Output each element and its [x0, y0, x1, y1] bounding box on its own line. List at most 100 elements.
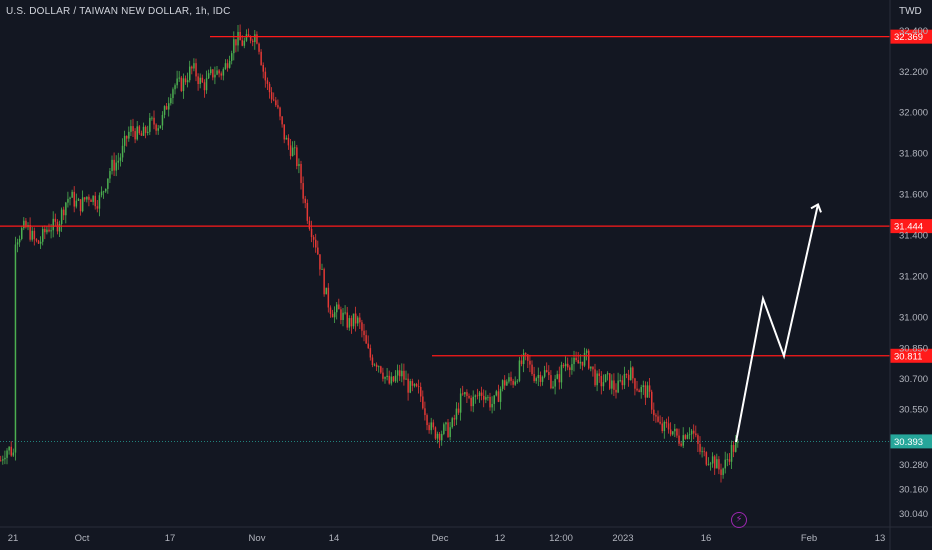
candle-body	[2, 459, 4, 461]
candle-body	[327, 287, 330, 308]
candle-body	[705, 452, 708, 465]
x-tick-label: 12	[495, 533, 506, 544]
candle-body	[594, 369, 596, 386]
y-tick-label: 31.400	[899, 231, 928, 242]
candle-body	[361, 322, 363, 331]
candle-body	[329, 307, 332, 314]
candle-body	[344, 312, 346, 314]
candle-body	[136, 126, 138, 140]
candle-body	[735, 442, 737, 452]
arrow-head	[810, 202, 822, 213]
candle-body	[0, 460, 2, 462]
candle-body	[340, 309, 342, 320]
candle-body	[218, 70, 220, 74]
candle-body	[518, 360, 521, 381]
candle-body	[117, 160, 120, 163]
candle-body	[52, 218, 54, 231]
candle-body	[203, 82, 206, 91]
candle-body	[256, 34, 258, 44]
candle-body	[172, 89, 174, 99]
candle-body	[296, 147, 298, 167]
candle-body	[260, 51, 262, 65]
candle-body	[90, 199, 92, 202]
candle-body	[363, 330, 365, 336]
candle-body	[128, 131, 130, 139]
candle-body	[243, 40, 246, 46]
y-tick-label: 30.160	[899, 485, 928, 496]
candle-body	[630, 367, 632, 381]
candle-body	[220, 73, 222, 76]
candle-body	[300, 164, 302, 184]
candle-body	[163, 106, 166, 115]
candle-body	[266, 80, 269, 84]
x-tick-label: 13	[875, 533, 886, 544]
candle-body	[701, 451, 703, 453]
candle-body	[478, 392, 481, 396]
candle-body	[535, 378, 537, 382]
candle-body	[567, 363, 569, 368]
level-label-bg	[890, 219, 932, 234]
candle-body	[373, 364, 376, 366]
candle-body	[596, 373, 598, 386]
candle-body	[35, 239, 38, 241]
candle-body	[552, 386, 554, 389]
candle-body	[184, 78, 187, 83]
candle-body	[634, 378, 636, 389]
level-label: 31.444	[894, 222, 923, 233]
candle-body	[575, 357, 577, 361]
candle-body	[88, 196, 90, 200]
candle-body	[648, 385, 651, 392]
x-tick-label: Feb	[801, 533, 817, 544]
candle-body	[718, 459, 720, 470]
candle-body	[420, 386, 422, 397]
candle-body	[676, 428, 678, 436]
candle-body	[304, 198, 306, 203]
candle-body	[516, 380, 519, 382]
candle-body	[189, 66, 191, 81]
candle-body	[711, 456, 714, 464]
candle-body	[564, 363, 567, 367]
candle-body	[149, 117, 151, 132]
candle-body	[350, 318, 353, 327]
candle-body	[264, 71, 267, 81]
candle-body	[270, 92, 273, 100]
candle-body	[216, 70, 218, 75]
candle-body	[657, 416, 659, 422]
candle-body	[226, 63, 229, 68]
candle-body	[289, 145, 292, 156]
candle-body	[638, 390, 640, 393]
candle-body	[380, 366, 382, 373]
candle-body	[405, 378, 407, 380]
candle-body	[737, 442, 739, 443]
projection-line	[735, 204, 819, 443]
candle-body	[560, 364, 563, 383]
candle-body	[306, 202, 309, 221]
candle-body	[428, 425, 430, 431]
candle-body	[18, 238, 21, 243]
candle-body	[352, 313, 355, 327]
candle-body	[533, 374, 535, 382]
candle-body	[109, 171, 111, 179]
candle-body	[659, 421, 661, 424]
lightning-icon[interactable]: ⚡	[731, 512, 747, 528]
candle-body	[312, 237, 315, 240]
candle-body	[680, 443, 682, 446]
y-tick-label: 30.700	[899, 374, 928, 385]
candle-body	[445, 422, 447, 425]
candle-body	[512, 380, 514, 385]
candle-body	[252, 40, 254, 43]
candle-body	[161, 114, 164, 126]
y-tick-label: 31.000	[899, 313, 928, 324]
candle-body	[716, 459, 718, 469]
candle-body	[623, 374, 626, 386]
candle-body	[285, 137, 288, 140]
candle-body	[640, 387, 642, 393]
candle-body	[186, 80, 189, 83]
y-tick-label: 30.850	[899, 343, 928, 354]
candles-series	[0, 24, 739, 483]
candle-body	[531, 364, 533, 375]
candle-body	[60, 209, 63, 225]
candle-body	[472, 396, 474, 407]
candle-body	[371, 357, 374, 366]
